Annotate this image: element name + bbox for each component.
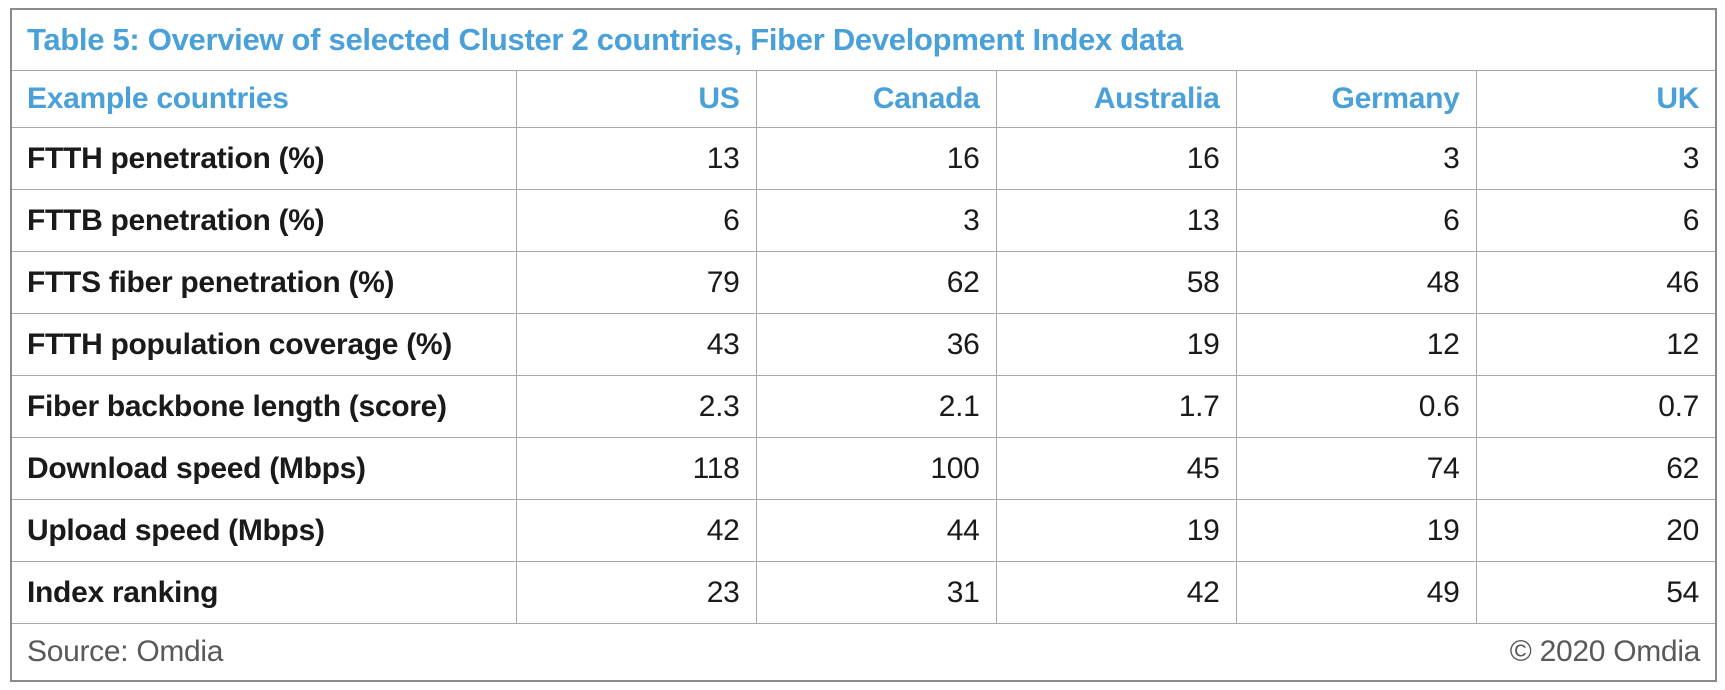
fiber-index-table: Table 5: Overview of selected Cluster 2 … [10,8,1718,682]
table-row: FTTS fiber penetration (%) 79 62 58 48 4… [10,251,1717,314]
cell-value: 58 [995,251,1237,314]
cell-value: 79 [515,251,757,314]
cell-value: 13 [995,189,1237,252]
row-label: FTTB penetration (%) [10,189,517,252]
cell-value: 1.7 [995,375,1237,438]
cell-value: 6 [1475,189,1717,252]
table-row: Download speed (Mbps) 118 100 45 74 62 [10,437,1717,500]
cell-value: 19 [995,313,1237,376]
cell-value: 62 [1475,437,1717,500]
title-row: Table 5: Overview of selected Cluster 2 … [10,8,1717,71]
cell-value: 12 [1475,313,1717,376]
cell-value: 6 [1235,189,1477,252]
cell-value: 42 [995,561,1237,624]
cell-value: 6 [515,189,757,252]
cell-value: 48 [1235,251,1477,314]
row-label: Download speed (Mbps) [10,437,517,500]
cell-value: 23 [515,561,757,624]
cell-value: 36 [755,313,997,376]
table-row: FTTH penetration (%) 13 16 16 3 3 [10,127,1717,190]
cell-value: 2.1 [755,375,997,438]
cell-value: 54 [1475,561,1717,624]
cell-value: 19 [995,499,1237,562]
cell-value: 0.7 [1475,375,1717,438]
column-header-example-countries: Example countries [10,70,517,128]
row-label: FTTH population coverage (%) [10,313,517,376]
cell-value: 46 [1475,251,1717,314]
table-row: Upload speed (Mbps) 42 44 19 19 20 [10,499,1717,562]
footer-row: Source: Omdia © 2020 Omdia [10,623,1717,682]
cell-value: 100 [755,437,997,500]
column-header-canada: Canada [755,70,997,128]
row-label: FTTH penetration (%) [10,127,517,190]
cell-value: 19 [1235,499,1477,562]
cell-value: 3 [755,189,997,252]
table-footer: Source: Omdia © 2020 Omdia [27,635,1700,669]
column-header-germany: Germany [1235,70,1477,128]
cell-value: 20 [1475,499,1717,562]
cell-value: 31 [755,561,997,624]
cell-value: 44 [755,499,997,562]
table-row: Fiber backbone length (score) 2.3 2.1 1.… [10,375,1717,438]
cell-value: 3 [1235,127,1477,190]
copyright-text: © 2020 Omdia [1509,635,1701,668]
cell-value: 49 [1235,561,1477,624]
table-title: Table 5: Overview of selected Cluster 2 … [10,8,1717,71]
header-row: Example countries US Canada Australia Ge… [10,70,1717,128]
cell-value: 74 [1235,437,1477,500]
table-row: FTTB penetration (%) 6 3 13 6 6 [10,189,1717,252]
cell-value: 16 [755,127,997,190]
row-label: FTTS fiber penetration (%) [10,251,517,314]
column-header-uk: UK [1475,70,1717,128]
source-text: Source: Omdia [27,635,224,668]
cell-value: 3 [1475,127,1717,190]
table-frame: Table 5: Overview of selected Cluster 2 … [10,8,1718,682]
table-row: Index ranking 23 31 42 49 54 [10,561,1717,624]
cell-value: 12 [1235,313,1477,376]
cell-value: 43 [515,313,757,376]
column-header-australia: Australia [995,70,1237,128]
cell-value: 2.3 [515,375,757,438]
table-row: FTTH population coverage (%) 43 36 19 12… [10,313,1717,376]
cell-value: 16 [995,127,1237,190]
cell-value: 118 [515,437,757,500]
row-label: Fiber backbone length (score) [10,375,517,438]
cell-value: 13 [515,127,757,190]
row-label: Upload speed (Mbps) [10,499,517,562]
cell-value: 42 [515,499,757,562]
row-label: Index ranking [10,561,517,624]
cell-value: 0.6 [1235,375,1477,438]
cell-value: 62 [755,251,997,314]
cell-value: 45 [995,437,1237,500]
column-header-us: US [515,70,757,128]
